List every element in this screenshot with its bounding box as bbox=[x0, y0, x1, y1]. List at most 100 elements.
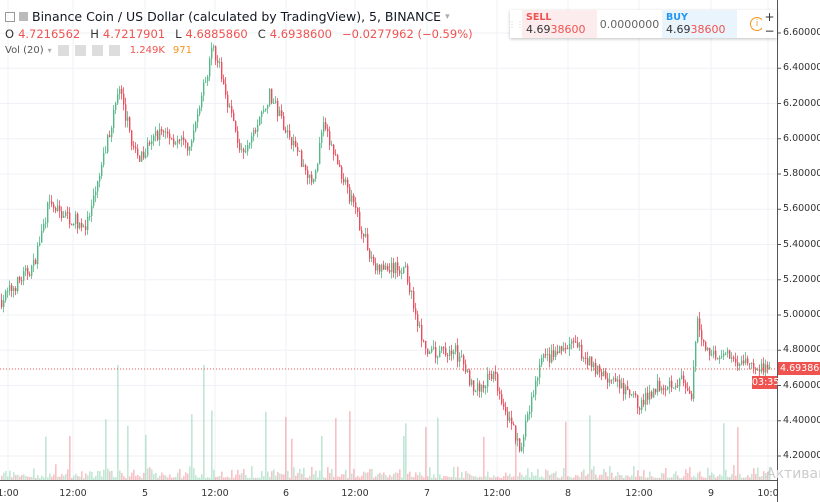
candle-body bbox=[665, 389, 667, 391]
candle-body bbox=[561, 346, 563, 351]
candle-body bbox=[279, 110, 281, 117]
sell-button[interactable]: SELL 4.6938600 bbox=[522, 10, 597, 38]
volume-legend: Vol (20) ▾ 1.249K 971 bbox=[5, 42, 479, 59]
eye-icon[interactable] bbox=[57, 45, 69, 56]
candle-body bbox=[763, 363, 765, 373]
candle-body bbox=[93, 195, 95, 206]
candle-body bbox=[643, 399, 645, 405]
zoom-in-button[interactable]: + bbox=[764, 10, 775, 24]
candle-body bbox=[5, 291, 7, 301]
volume-bar bbox=[423, 477, 425, 480]
volume-bar bbox=[681, 477, 683, 480]
candle-body bbox=[67, 212, 69, 214]
volume-bar bbox=[683, 476, 685, 480]
volume-bar bbox=[131, 472, 133, 480]
candle-body bbox=[211, 47, 213, 59]
volume-bar bbox=[703, 477, 705, 480]
candle-body bbox=[197, 114, 199, 123]
volume-bar bbox=[675, 471, 677, 480]
volume-bar bbox=[321, 436, 323, 480]
volume-ma-value: 971 bbox=[172, 45, 192, 56]
candle-body bbox=[61, 211, 63, 218]
volume-bar bbox=[687, 472, 689, 480]
volume-bar bbox=[83, 477, 85, 480]
volume-bar bbox=[141, 477, 143, 480]
volume-bar bbox=[371, 468, 373, 480]
candle-body bbox=[699, 318, 701, 331]
volume-bar bbox=[1, 475, 3, 480]
candle-body bbox=[503, 403, 505, 408]
candle-body bbox=[177, 139, 179, 144]
candle-body bbox=[143, 151, 145, 158]
candle-body bbox=[101, 164, 103, 177]
candle-body bbox=[757, 369, 759, 371]
candle-body bbox=[367, 233, 369, 250]
volume-bar bbox=[275, 475, 277, 480]
candle-body bbox=[83, 226, 85, 228]
volume-bar bbox=[23, 474, 25, 480]
volume-bar bbox=[211, 410, 213, 480]
candle-body bbox=[33, 259, 35, 266]
candle-body bbox=[355, 202, 357, 208]
candle-body bbox=[635, 393, 637, 396]
volume-bar bbox=[673, 474, 675, 480]
candle-body bbox=[135, 147, 137, 149]
candle-body bbox=[713, 350, 715, 355]
volume-bar bbox=[487, 471, 489, 480]
symbol-title[interactable]: Binance Coin / US Dollar (calculated by … bbox=[32, 9, 442, 24]
candle-body bbox=[111, 128, 113, 138]
drag-handle-icon[interactable]: ⋮⋮ bbox=[508, 19, 524, 29]
volume-label[interactable]: Vol (20) bbox=[5, 45, 44, 56]
buy-button[interactable]: BUY 4.6938600 bbox=[662, 10, 737, 38]
volume-bar bbox=[505, 472, 507, 480]
volume-bar bbox=[413, 477, 415, 480]
volume-bar bbox=[685, 469, 687, 480]
candle-body bbox=[695, 341, 697, 367]
candle-body bbox=[505, 407, 507, 412]
zoom-out-button[interactable]: − bbox=[764, 24, 775, 38]
candle-body bbox=[169, 133, 171, 139]
volume-bar bbox=[91, 471, 93, 480]
candle-body bbox=[717, 358, 719, 360]
candle-body bbox=[443, 346, 445, 348]
volume-bar bbox=[441, 477, 443, 480]
candle-body bbox=[59, 205, 61, 212]
volume-bar bbox=[111, 470, 113, 480]
buy-label: BUY bbox=[666, 12, 688, 23]
volume-bar bbox=[191, 414, 193, 480]
chart-legend: Binance Coin / US Dollar (calculated by … bbox=[5, 8, 479, 59]
volume-bar bbox=[173, 477, 175, 480]
volume-bar bbox=[377, 474, 379, 480]
candle-body bbox=[27, 267, 29, 275]
plus-icon[interactable] bbox=[91, 45, 103, 56]
candle-body bbox=[733, 357, 735, 359]
candle-body bbox=[395, 262, 397, 274]
collapse-icon[interactable] bbox=[5, 11, 15, 22]
candle-body bbox=[547, 354, 549, 356]
spread-value: 0.0000000 bbox=[599, 17, 660, 31]
candle-body bbox=[459, 356, 461, 362]
volume-bar bbox=[313, 474, 315, 480]
volume-bar bbox=[565, 421, 567, 480]
candle-body bbox=[565, 348, 567, 350]
zoom-controls: + − bbox=[762, 10, 777, 38]
volume-bar bbox=[295, 475, 297, 480]
volume-bar bbox=[533, 475, 535, 480]
candle-body bbox=[555, 351, 557, 357]
candle-body bbox=[151, 141, 153, 145]
chevron-down-icon[interactable]: ▾ bbox=[47, 46, 52, 55]
gear-icon[interactable] bbox=[74, 45, 86, 56]
candle-body bbox=[1, 299, 3, 308]
chevron-down-icon[interactable]: ▾ bbox=[445, 11, 450, 22]
volume-bar bbox=[723, 423, 725, 480]
candle-body bbox=[47, 202, 49, 223]
close-icon[interactable] bbox=[108, 45, 120, 56]
volume-bar bbox=[457, 466, 459, 480]
candle-body bbox=[37, 245, 39, 265]
candle-body bbox=[51, 201, 53, 205]
candle-body bbox=[361, 230, 363, 234]
volume-bar bbox=[615, 475, 617, 480]
volume-bar bbox=[107, 468, 109, 480]
candle-body bbox=[281, 110, 283, 116]
